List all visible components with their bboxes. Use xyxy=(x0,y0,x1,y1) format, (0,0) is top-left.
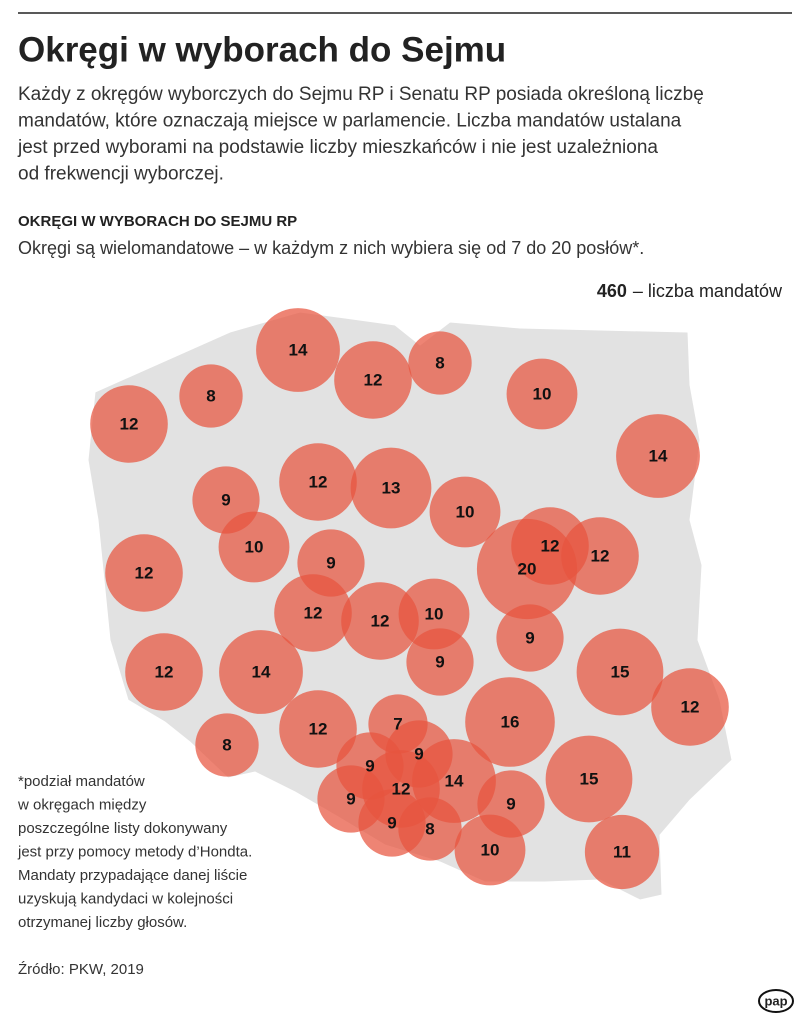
intro: Każdy z okręgów wyborczych do Sejmu RP i… xyxy=(17,84,704,185)
bubble-label: 10 xyxy=(481,840,500,859)
legend-total: 460 xyxy=(597,281,627,301)
bubble-label: 9 xyxy=(387,813,396,832)
bubble-label: 10 xyxy=(425,604,444,623)
title: Okręgi w wyborach do Sejmu xyxy=(18,30,506,69)
footnote-line: Mandaty przypadające danej liście xyxy=(18,867,247,884)
bubble xyxy=(256,308,340,392)
bubble-label: 10 xyxy=(456,502,475,521)
bubble xyxy=(406,628,474,696)
bubble-label: 12 xyxy=(371,611,390,630)
footnote-line: jest przy pomocy metody d’Hondta. xyxy=(17,843,252,860)
logo-ring xyxy=(758,989,794,1013)
bubble-label: 15 xyxy=(611,662,630,681)
bubble-label: 12 xyxy=(364,370,383,389)
bubble xyxy=(90,385,168,463)
intro-line: jest przed wyborami na podstawie liczby … xyxy=(17,137,658,158)
bubble xyxy=(429,476,501,548)
bubble-label: 9 xyxy=(435,652,444,671)
intro-line: Każdy z okręgów wyborczych do Sejmu RP i… xyxy=(18,84,704,105)
bubble xyxy=(195,713,259,777)
bubble xyxy=(408,331,472,395)
intro-line: od frekwencji wyborczej. xyxy=(18,164,224,185)
bubble-label: 9 xyxy=(221,490,230,509)
bubble-label: 12 xyxy=(681,697,700,716)
bubble-label: 12 xyxy=(304,603,323,622)
bubble-label: 12 xyxy=(591,546,610,565)
bubble xyxy=(125,633,203,711)
footnote: *podział mandatów w okręgach między poszcz… xyxy=(17,773,252,931)
bubble-label: 12 xyxy=(155,662,174,681)
bubble-label: 9 xyxy=(326,553,335,572)
bubble xyxy=(476,518,578,620)
bubble xyxy=(219,630,303,714)
bubble xyxy=(651,668,729,746)
bubble xyxy=(274,574,352,652)
bubble-label: 14 xyxy=(252,662,271,681)
bubble xyxy=(506,358,578,430)
bubble-label: 20 xyxy=(518,559,537,578)
bubble-label: 10 xyxy=(533,384,552,403)
bubble-label: 12 xyxy=(541,536,560,555)
footnote-line: poszczególne listy dokonywany xyxy=(18,820,228,837)
logo-text: pap xyxy=(764,993,787,1008)
bubble-label: 14 xyxy=(649,446,668,465)
bubble xyxy=(584,814,660,890)
bubble-label: 9 xyxy=(414,744,423,763)
bubble xyxy=(279,443,357,521)
bubble-label: 16 xyxy=(501,712,520,731)
bubble-label: 14 xyxy=(445,771,464,790)
bubble-label: 8 xyxy=(222,735,231,754)
intro-line: mandatów, które oznaczają miejsce w parl… xyxy=(18,111,682,132)
bubble-label: 10 xyxy=(245,537,264,556)
bubble-label: 9 xyxy=(525,628,534,647)
source: Źródło: PKW, 2019 xyxy=(18,961,144,978)
bubble-label: 7 xyxy=(393,714,402,733)
logo: pap xyxy=(758,989,794,1013)
bubble-label: 8 xyxy=(206,386,215,405)
bubble-label: 9 xyxy=(506,794,515,813)
bubble-label: 8 xyxy=(435,353,444,372)
bubble xyxy=(545,735,633,823)
legend: 460 – liczba mandatów xyxy=(597,281,783,301)
bubble xyxy=(496,604,564,672)
bubble-label: 12 xyxy=(309,719,328,738)
bubble-label: 9 xyxy=(346,789,355,808)
bubble xyxy=(561,517,639,595)
footnote-line: w okręgach między xyxy=(17,796,147,813)
bubble xyxy=(576,628,664,716)
bubble-label: 11 xyxy=(613,842,631,861)
bubble-label: 12 xyxy=(135,563,154,582)
bubble xyxy=(454,814,526,886)
bubble-label: 15 xyxy=(580,769,599,788)
bubble-label: 13 xyxy=(382,478,401,497)
bubble xyxy=(398,797,462,861)
footnote-line: *podział mandatów xyxy=(18,773,145,790)
bubble xyxy=(334,341,412,419)
footnote-line: uzyskują kandydaci w kolejności xyxy=(18,890,233,907)
section-title: OKRĘGI W WYBORACH DO SEJMU RP xyxy=(18,213,297,230)
legend-label: – liczba mandatów xyxy=(633,281,783,301)
bubble xyxy=(341,582,419,660)
bubble-label: 12 xyxy=(120,414,139,433)
footnote-line: otrzymanej liczby głosów. xyxy=(18,914,187,931)
bubble xyxy=(350,447,432,529)
section-subtitle: Okręgi są wielomandatowe – w każdym z ni… xyxy=(18,238,644,258)
bubble-label: 14 xyxy=(289,340,308,359)
bubble-label: 12 xyxy=(309,472,328,491)
bubble xyxy=(105,534,183,612)
bubble xyxy=(465,677,555,767)
bubble xyxy=(616,414,700,498)
bubble xyxy=(218,511,290,583)
bubble-label: 9 xyxy=(365,756,374,775)
bubble xyxy=(279,690,357,768)
bubble xyxy=(179,364,243,428)
bubble-label: 12 xyxy=(392,779,411,798)
bubble-label: 8 xyxy=(425,819,434,838)
